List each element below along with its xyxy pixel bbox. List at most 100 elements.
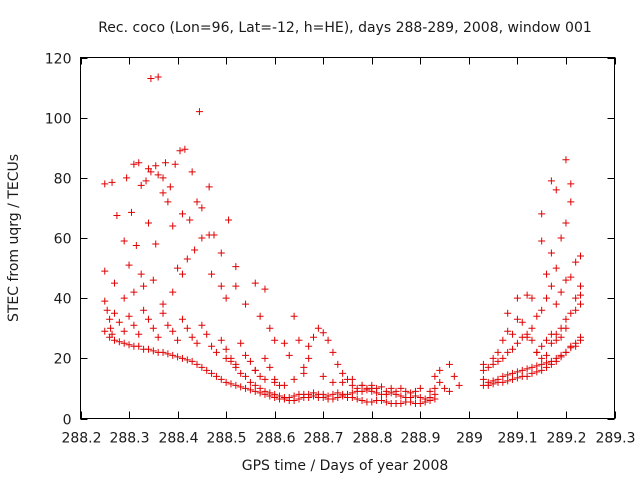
data-point <box>479 360 487 368</box>
data-point <box>489 354 497 362</box>
data-point <box>577 291 585 299</box>
data-point <box>120 339 128 347</box>
data-point <box>159 348 167 356</box>
data-point <box>329 378 337 386</box>
y-tick-label: 60 <box>54 232 72 248</box>
data-point <box>504 348 512 356</box>
data-point <box>242 372 250 380</box>
data-point <box>543 363 551 371</box>
data-point <box>567 180 575 188</box>
data-point <box>186 216 194 224</box>
data-point <box>528 324 536 332</box>
data-point <box>319 329 327 337</box>
data-point <box>382 387 390 395</box>
data-point <box>567 198 575 206</box>
data-point <box>368 384 376 392</box>
data-point <box>523 365 531 373</box>
data-point <box>358 381 366 389</box>
data-point <box>217 375 225 383</box>
data-point <box>543 336 551 344</box>
data-point <box>567 344 575 352</box>
data-point <box>509 375 517 383</box>
data-point <box>344 390 351 398</box>
data-point <box>499 378 507 386</box>
y-tick-label: 80 <box>54 172 72 188</box>
data-point <box>174 353 182 361</box>
data-point <box>557 288 565 296</box>
data-point <box>183 356 191 364</box>
data-point <box>523 372 531 380</box>
data-point <box>450 372 458 380</box>
data-point <box>382 398 390 406</box>
data-point <box>101 267 109 275</box>
data-point <box>144 345 152 353</box>
data-point <box>142 177 150 185</box>
data-point <box>499 336 507 344</box>
data-point <box>166 183 174 191</box>
data-point <box>195 108 203 116</box>
data-point <box>276 392 284 400</box>
data-point <box>130 160 138 168</box>
data-point <box>164 321 172 329</box>
data-point <box>562 348 570 356</box>
data-point <box>324 336 332 344</box>
data-point <box>237 369 245 377</box>
data-point <box>528 363 536 371</box>
data-point <box>290 392 298 400</box>
data-point <box>310 333 318 341</box>
data-point <box>436 378 444 386</box>
data-point <box>280 381 288 389</box>
data-point <box>431 384 439 392</box>
data-point <box>543 351 551 359</box>
data-point <box>193 339 201 347</box>
data-point <box>557 333 565 341</box>
data-point <box>377 396 385 404</box>
x-axis-label: GPS time / Days of year 2008 <box>242 458 449 474</box>
data-point <box>523 291 531 299</box>
data-point <box>171 160 179 168</box>
data-point <box>557 353 565 361</box>
data-point <box>147 168 155 176</box>
data-point <box>368 398 376 406</box>
data-points <box>101 73 585 407</box>
data-point <box>222 354 230 362</box>
data-point <box>402 387 410 395</box>
data-point <box>261 354 269 362</box>
data-point <box>509 330 517 338</box>
x-tick-label: 288.2 <box>61 431 101 447</box>
data-point <box>101 297 109 305</box>
data-point <box>261 375 269 383</box>
data-point <box>538 210 546 218</box>
data-point <box>329 348 337 356</box>
data-point <box>188 357 196 365</box>
data-point <box>149 347 157 355</box>
data-point <box>494 348 502 356</box>
data-point <box>106 315 114 323</box>
data-point <box>266 389 274 397</box>
data-point <box>271 390 279 398</box>
data-point <box>314 324 322 332</box>
data-point <box>523 333 531 341</box>
data-point <box>547 360 555 368</box>
data-point <box>203 330 211 338</box>
data-point <box>169 351 177 359</box>
data-point <box>256 312 264 320</box>
data-point <box>164 350 172 358</box>
data-point <box>538 237 546 245</box>
axis-ticks <box>80 57 616 420</box>
data-point <box>198 363 206 371</box>
data-point <box>154 171 162 179</box>
data-point <box>108 178 116 186</box>
data-point <box>426 393 434 401</box>
data-point <box>137 181 145 189</box>
data-point <box>358 396 366 404</box>
data-point <box>149 276 157 284</box>
data-point <box>547 177 555 185</box>
data-point <box>577 252 585 260</box>
data-point <box>222 345 230 353</box>
data-point <box>149 324 157 332</box>
data-point <box>445 387 453 395</box>
data-point <box>300 369 308 377</box>
data-point <box>445 360 453 368</box>
